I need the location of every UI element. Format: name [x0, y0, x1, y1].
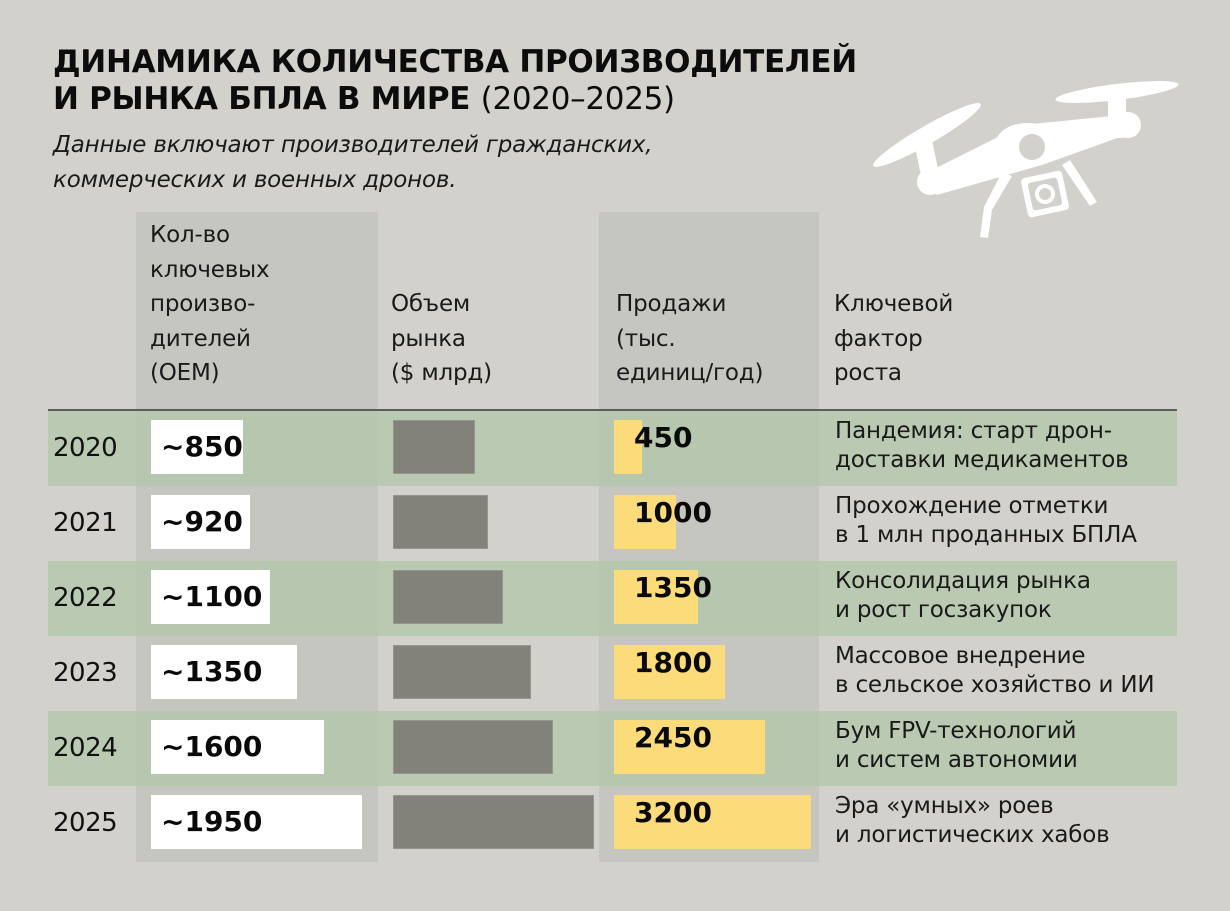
oem-count-value: ~850	[161, 430, 243, 463]
sales-bar	[614, 570, 698, 624]
market-volume-bar	[393, 420, 475, 474]
growth-factor-text: Пандемия: старт дрон- доставки медикамен…	[835, 418, 1129, 473]
table-row: 2025 ~1950 3200 Эра «умных» роев и логис…	[48, 786, 1177, 861]
year-label: 2025	[53, 808, 118, 838]
market-volume-bar	[393, 720, 553, 774]
year-label: 2023	[53, 658, 118, 688]
header-sales: Продажи (тыс. единиц/год)	[616, 291, 764, 386]
table-row: 2020 ~850 450 Пандемия: старт дрон- дост…	[48, 411, 1177, 486]
table-row: 2024 ~1600 2450 Бум FPV-технологий и сис…	[48, 711, 1177, 786]
header-oem: Кол-во ключевых произво- дителей (OEM)	[150, 222, 270, 386]
market-volume-bar	[393, 495, 488, 549]
chart-title: ДИНАМИКА КОЛИЧЕСТВА ПРОИЗВОДИТЕЛЕЙ И РЫН…	[53, 44, 857, 118]
oem-count-value: ~920	[161, 505, 243, 538]
table-row: 2021 ~920 1000 Прохождение отметки в 1 м…	[48, 486, 1177, 561]
oem-count-box: ~850	[151, 420, 243, 474]
sales-bar	[614, 645, 725, 699]
header-factor: Ключевой фактор роста	[834, 291, 954, 386]
oem-count-value: ~1600	[161, 730, 263, 763]
year-label: 2024	[53, 733, 118, 763]
oem-count-box: ~1950	[151, 795, 362, 849]
sales-value: 2450	[634, 721, 712, 754]
sales-bar	[614, 720, 765, 774]
year-label: 2021	[53, 508, 118, 538]
subtitle-line-1: Данные включают производителей гражданск…	[53, 132, 653, 158]
title-line-2: И РЫНКА БПЛА В МИРЕ	[53, 81, 471, 117]
oem-count-box: ~920	[151, 495, 250, 549]
year-label: 2022	[53, 583, 118, 613]
growth-factor-text: Массовое внедрение в сельское хозяйство …	[835, 643, 1155, 698]
market-volume-bar	[393, 570, 503, 624]
year-label: 2020	[53, 433, 118, 463]
header-market: Объем рынка ($ млрд)	[391, 291, 492, 386]
title-years: (2020–2025)	[480, 81, 675, 117]
oem-count-box: ~1100	[151, 570, 270, 624]
growth-factor-text: Прохождение отметки в 1 млн проданных БП…	[835, 493, 1137, 548]
sales-value: 1800	[634, 646, 712, 679]
oem-count-box: ~1600	[151, 720, 324, 774]
oem-count-box: ~1350	[151, 645, 297, 699]
table-row: 2023 ~1350 1800 Массовое внедрение в сел…	[48, 636, 1177, 711]
chart-subtitle: Данные включают производителей гражданск…	[53, 128, 653, 198]
table-row: 2022 ~1100 1350 Консолидация рынка и рос…	[48, 561, 1177, 636]
sales-value: 1000	[634, 496, 712, 529]
oem-count-value: ~1350	[161, 655, 263, 688]
sales-value: 3200	[634, 796, 712, 829]
header-divider	[48, 409, 1177, 411]
sales-bar	[614, 495, 676, 549]
sales-bar	[614, 420, 642, 474]
sales-value: 450	[634, 421, 693, 454]
oem-count-value: ~1950	[161, 805, 263, 838]
growth-factor-text: Бум FPV-технологий и систем автономии	[835, 718, 1078, 773]
sales-value: 1350	[634, 571, 712, 604]
market-volume-bar	[393, 795, 594, 849]
sales-bar	[614, 795, 811, 849]
subtitle-line-2: коммерческих и военных дронов.	[53, 167, 457, 193]
oem-count-value: ~1100	[161, 580, 263, 613]
market-volume-bar	[393, 645, 531, 699]
growth-factor-text: Консолидация рынка и рост госзакупок	[835, 568, 1091, 623]
drone-with-camera-icon	[873, 81, 1179, 238]
growth-factor-text: Эра «умных» роев и логистических хабов	[835, 793, 1110, 848]
title-line-1: ДИНАМИКА КОЛИЧЕСТВА ПРОИЗВОДИТЕЛЕЙ	[53, 44, 857, 80]
